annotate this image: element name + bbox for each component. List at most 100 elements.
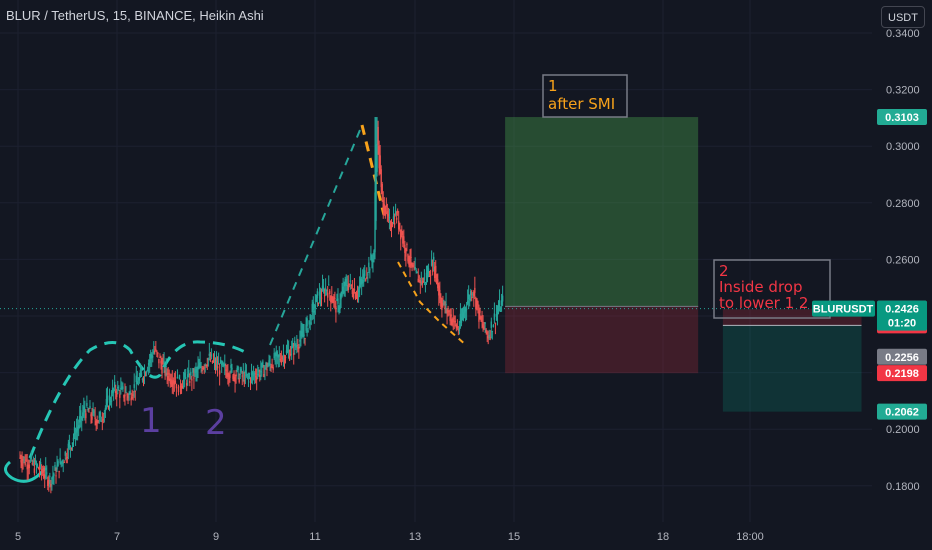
candle-body: [217, 363, 220, 365]
candle-body: [356, 295, 359, 297]
candle-body: [299, 339, 301, 342]
candle-body: [180, 386, 183, 389]
candle-body: [39, 461, 42, 465]
candle-body: [251, 372, 254, 375]
candle-body: [497, 309, 500, 313]
candle-body: [208, 353, 211, 356]
candle-body: [255, 377, 258, 380]
price-badge-text: 0.2256: [885, 352, 919, 364]
candle-body: [178, 374, 181, 380]
candle-body: [281, 357, 284, 359]
candle-body: [102, 419, 105, 421]
candle-body: [151, 354, 153, 359]
candle-body: [176, 376, 179, 379]
candle-body: [244, 370, 247, 374]
x-tick-label: 18: [657, 531, 669, 543]
candle-body: [89, 405, 91, 409]
candle-body: [360, 279, 363, 284]
candle-body: [262, 361, 264, 367]
candle-body: [237, 366, 239, 371]
candle-body: [35, 465, 38, 467]
candle-body: [346, 284, 348, 286]
candle-body: [124, 394, 126, 397]
candle-body: [421, 281, 424, 285]
candle-body: [70, 448, 73, 450]
candle-body: [308, 320, 310, 325]
candle-body: [417, 278, 419, 283]
candle-body: [263, 373, 265, 377]
candle-body: [210, 354, 213, 357]
candle-body: [500, 300, 503, 305]
candle-body: [377, 126, 379, 145]
candle-body: [458, 327, 461, 331]
candle-body: [85, 413, 87, 419]
candle-body: [364, 270, 366, 276]
candle-body: [101, 420, 104, 422]
candle-body: [403, 236, 405, 241]
candle-body: [363, 273, 365, 279]
candle-body: [63, 462, 65, 464]
candle-body: [58, 471, 60, 473]
candle-body: [250, 372, 253, 376]
candle-body: [373, 250, 375, 258]
candle-body: [75, 428, 78, 433]
candle-body: [462, 312, 465, 318]
candle-body: [201, 369, 203, 372]
candle-body: [310, 322, 312, 324]
candle-body: [215, 361, 218, 363]
candle-body: [177, 386, 180, 393]
candle-body: [166, 372, 168, 376]
candles: [19, 117, 504, 494]
candle-body: [259, 374, 261, 377]
candle-body: [57, 461, 59, 467]
candle-body: [22, 459, 24, 461]
candle-body: [476, 298, 478, 305]
candle-body: [411, 262, 413, 266]
candle-body: [295, 345, 297, 348]
currency-button[interactable]: USDT: [881, 6, 925, 28]
candle-body: [441, 303, 443, 311]
candle-body: [142, 379, 145, 381]
candle-body: [78, 416, 81, 423]
candle-body: [29, 460, 31, 462]
candle-body: [67, 443, 70, 449]
candle-body: [400, 229, 402, 240]
candle-body: [451, 319, 453, 326]
candle-body: [148, 359, 151, 363]
candle-body: [24, 461, 26, 465]
candle-body: [320, 297, 323, 299]
candle-body: [131, 396, 133, 399]
candle-body: [121, 386, 123, 389]
candle-body: [66, 456, 69, 459]
candle-body: [246, 373, 249, 376]
candle-body: [275, 351, 277, 357]
candle-body: [473, 291, 475, 297]
candle-body: [229, 374, 231, 378]
candle-body: [410, 256, 412, 258]
candle-body: [207, 358, 210, 360]
candle-body: [227, 373, 229, 377]
candle-body: [118, 389, 120, 391]
candle-body: [339, 303, 341, 306]
candle-body: [174, 380, 177, 383]
candle-body: [383, 204, 385, 215]
candle-body: [492, 325, 495, 327]
candle-body: [436, 274, 438, 284]
candle-body: [415, 270, 417, 272]
candle-body: [428, 276, 431, 278]
candle-body: [350, 284, 353, 286]
candle-body: [388, 217, 391, 219]
candle-body: [59, 457, 61, 464]
candle-body: [487, 335, 489, 339]
candle-body: [139, 370, 142, 377]
candle-body: [335, 306, 337, 313]
candle-body: [91, 416, 93, 420]
candle-body: [448, 310, 450, 312]
circle-drawing: [4, 460, 47, 483]
note2-line: 2: [719, 262, 729, 280]
candle-body: [480, 316, 482, 321]
candle-body: [170, 379, 172, 385]
